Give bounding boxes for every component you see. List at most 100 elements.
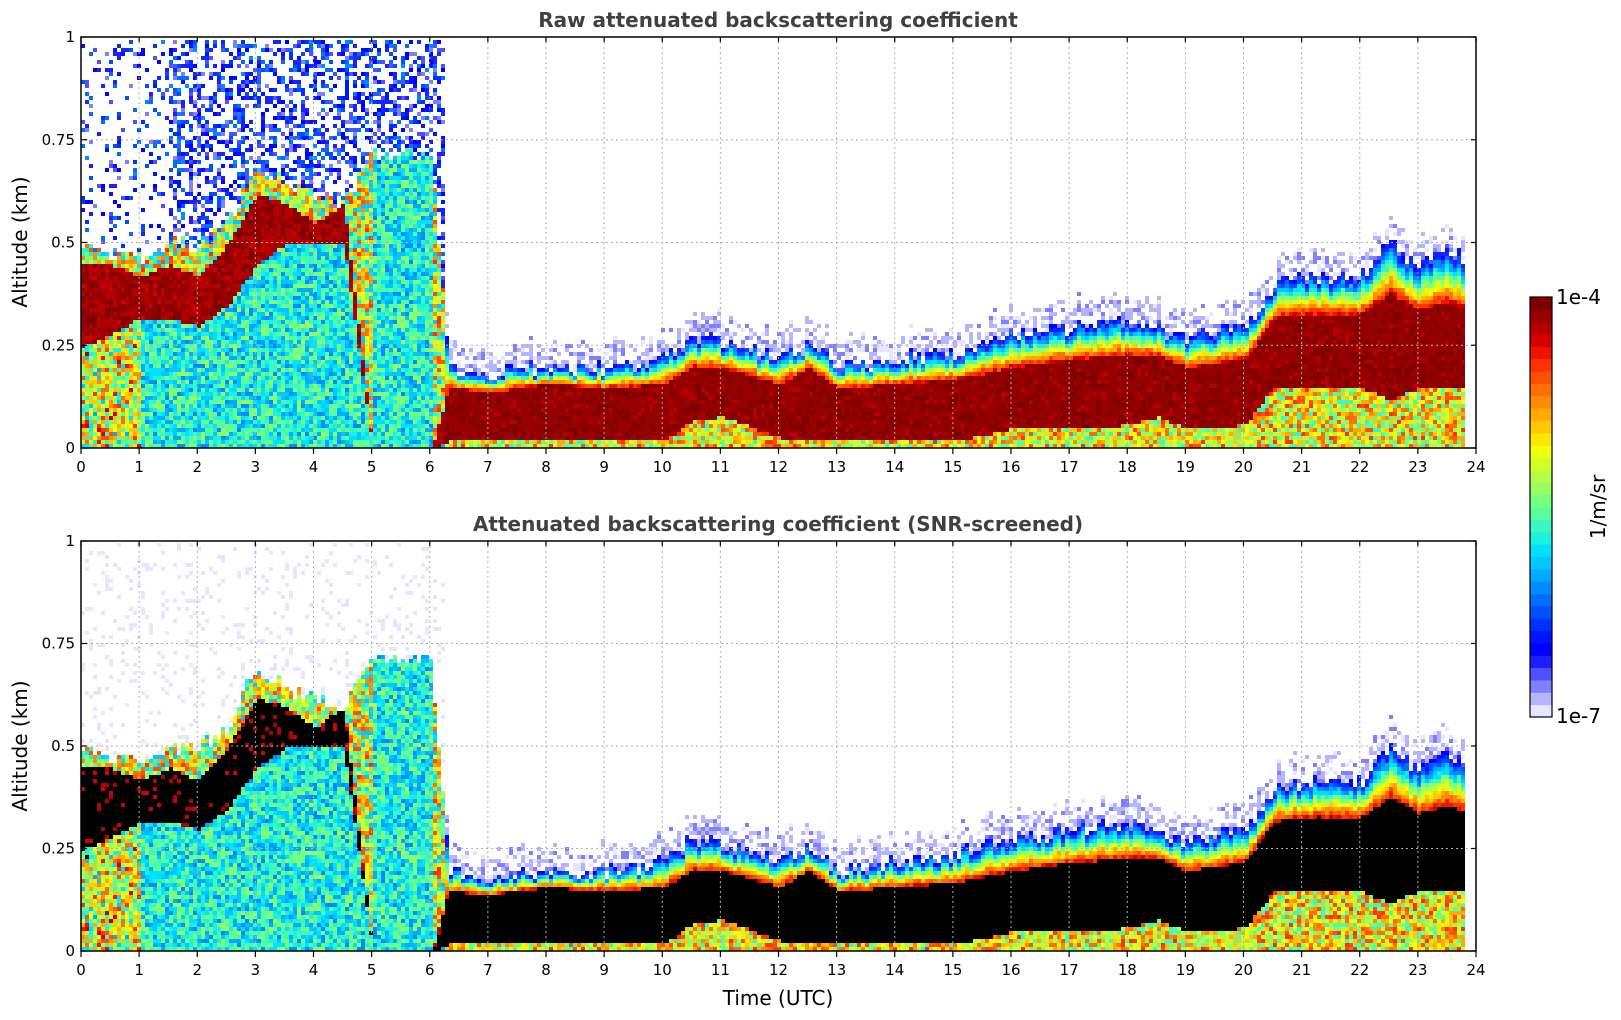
heatmap-cell — [309, 272, 313, 276]
heatmap-cell — [213, 420, 217, 424]
heatmap-cell — [337, 412, 341, 416]
heatmap-cell — [225, 64, 229, 68]
heatmap-cell — [297, 424, 301, 428]
heatmap-cell — [185, 232, 189, 236]
heatmap-cell — [157, 328, 161, 332]
heatmap-cell — [129, 324, 133, 328]
heatmap-cell — [205, 444, 209, 448]
heatmap-cell — [145, 332, 149, 336]
heatmap-cell — [205, 288, 209, 292]
heatmap-cell — [89, 260, 93, 264]
heatmap-cell — [217, 200, 221, 204]
heatmap-cell — [297, 244, 301, 248]
heatmap-cell — [113, 372, 117, 376]
heatmap-cell — [305, 416, 309, 420]
heatmap-cell — [153, 404, 157, 408]
heatmap-cell — [289, 292, 293, 296]
heatmap-cell — [113, 404, 117, 408]
heatmap-cell — [265, 212, 269, 216]
heatmap-cell — [177, 320, 181, 324]
heatmap-cell — [229, 336, 233, 340]
heatmap-cell — [185, 440, 189, 444]
heatmap-cell — [185, 276, 189, 280]
heatmap-cell — [349, 432, 353, 436]
heatmap-cell — [173, 400, 177, 404]
heatmap-cell — [261, 200, 265, 204]
heatmap-cell — [269, 260, 273, 264]
heatmap-cell — [165, 284, 169, 288]
heatmap-cell — [233, 316, 237, 320]
heatmap-cell — [85, 228, 89, 232]
heatmap-cell — [293, 364, 297, 368]
heatmap-cell — [289, 348, 293, 352]
heatmap-cell — [229, 324, 233, 328]
heatmap-cell — [149, 392, 153, 396]
heatmap-cell — [301, 376, 305, 380]
heatmap-cell — [209, 304, 213, 308]
heatmap-cell — [237, 428, 241, 432]
heatmap-cell — [233, 344, 237, 348]
heatmap-cell — [173, 440, 177, 444]
heatmap-cell — [277, 360, 281, 364]
heatmap-cell — [205, 436, 209, 440]
heatmap-cell — [249, 384, 253, 388]
heatmap-cell — [341, 368, 345, 372]
heatmap-cell — [201, 196, 205, 200]
heatmap-cell — [209, 300, 213, 304]
heatmap-cell — [85, 400, 89, 404]
heatmap-cell — [345, 220, 349, 224]
heatmap-cell — [121, 256, 125, 260]
heatmap-cell — [193, 368, 197, 372]
heatmap-cell — [273, 440, 277, 444]
heatmap-cell — [201, 212, 205, 216]
heatmap-cell — [265, 204, 269, 208]
heatmap-cell — [97, 264, 101, 268]
heatmap-cell — [93, 372, 97, 376]
heatmap-cell — [305, 356, 309, 360]
heatmap-cell — [321, 256, 325, 260]
heatmap-cell — [205, 108, 209, 112]
heatmap-cell — [221, 272, 225, 276]
heatmap-cell — [353, 120, 357, 124]
heatmap-cell — [269, 284, 273, 288]
heatmap-cell — [205, 396, 209, 400]
heatmap-cell — [173, 92, 177, 96]
heatmap-cell — [281, 364, 285, 368]
heatmap-cell — [125, 276, 129, 280]
heatmap-cell — [273, 140, 277, 144]
heatmap-cell — [97, 348, 101, 352]
heatmap-cell — [189, 176, 193, 180]
heatmap-cell — [249, 444, 253, 448]
heatmap-cell — [189, 192, 193, 196]
heatmap-cell — [301, 292, 305, 296]
heatmap-cell — [165, 388, 169, 392]
heatmap-cell — [97, 316, 101, 320]
heatmap-cell — [113, 268, 117, 272]
heatmap-cell — [297, 56, 301, 60]
heatmap-cell — [273, 248, 277, 252]
heatmap-cell — [197, 200, 201, 204]
heatmap-cell — [161, 404, 165, 408]
heatmap-cell — [169, 136, 173, 140]
heatmap-cell — [345, 364, 349, 368]
heatmap-cell — [213, 212, 217, 216]
heatmap-cell — [121, 336, 125, 340]
heatmap-cell — [237, 236, 241, 240]
heatmap-cell — [301, 220, 305, 224]
heatmap-cell — [293, 124, 297, 128]
heatmap-cell — [105, 436, 109, 440]
heatmap-cell — [261, 296, 265, 300]
heatmap-cell — [317, 428, 321, 432]
heatmap-cell — [277, 440, 281, 444]
heatmap-cell — [325, 232, 329, 236]
heatmap-cell — [277, 180, 281, 184]
heatmap-cell — [189, 268, 193, 272]
heatmap-cell — [241, 188, 245, 192]
heatmap-cell — [173, 240, 177, 244]
heatmap-cell — [201, 296, 205, 300]
heatmap-cell — [321, 164, 325, 168]
heatmap-cell — [313, 216, 317, 220]
heatmap-cell — [157, 316, 161, 320]
heatmap-cell — [285, 148, 289, 152]
heatmap-cell — [165, 432, 169, 436]
